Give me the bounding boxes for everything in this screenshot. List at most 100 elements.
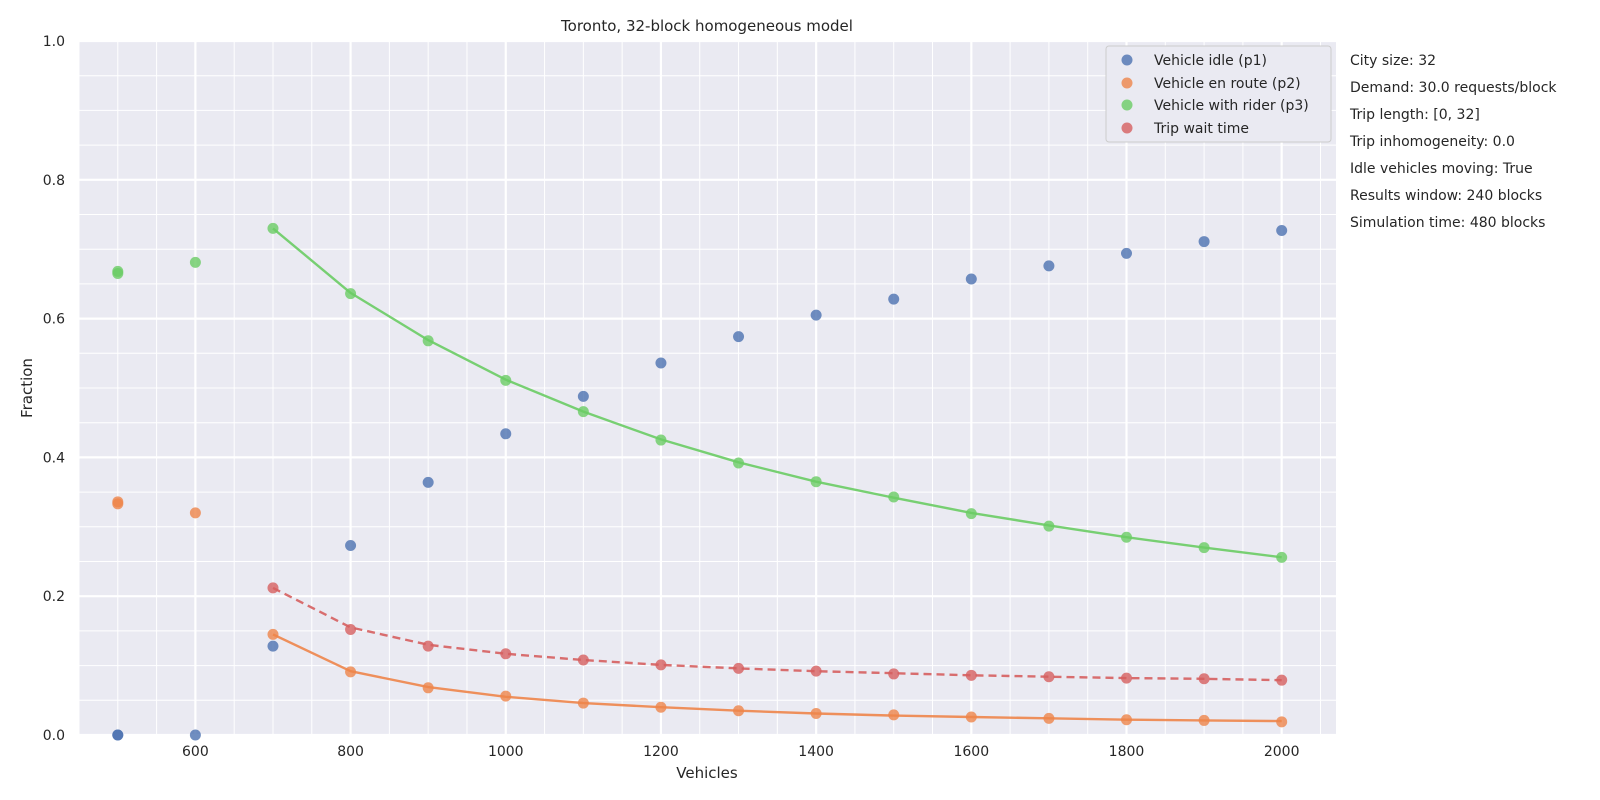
info-city-size: City size: 32 (1350, 53, 1436, 69)
y-tick-label: 0.8 (43, 173, 65, 189)
data-point (965, 669, 977, 681)
data-point (1043, 520, 1055, 532)
legend: Vehicle idle (p1) Vehicle en route (p2) … (1105, 45, 1332, 143)
data-point (500, 374, 512, 386)
data-point (733, 457, 745, 469)
legend-marker-wait-time (1121, 122, 1133, 134)
data-point (1043, 712, 1055, 724)
x-tick-label: 1000 (488, 744, 524, 760)
y-tick-label: 0.2 (43, 589, 65, 605)
x-tick-label: 600 (182, 744, 209, 760)
data-point (500, 690, 512, 702)
legend-item: Trip wait time (1121, 121, 1249, 137)
data-point (577, 654, 589, 666)
legend-label: Vehicle idle (p1) (1154, 53, 1267, 69)
data-point (965, 273, 977, 285)
legend-item: Vehicle idle (p1) (1121, 53, 1267, 69)
data-point (422, 476, 434, 488)
data-point (965, 711, 977, 723)
data-point (1121, 531, 1132, 543)
data-point (267, 582, 279, 594)
x-tick-label: 800 (337, 744, 364, 760)
data-point (345, 666, 357, 678)
data-point (112, 498, 124, 510)
info-trip-length: Trip length: [0, 32] (1349, 107, 1480, 123)
data-point (733, 662, 745, 674)
fit-line (272, 633, 1282, 723)
data-point (577, 406, 589, 418)
data-point (500, 428, 512, 440)
data-point (733, 331, 745, 343)
data-point (1121, 714, 1132, 726)
data-point (1198, 542, 1210, 554)
legend-marker-en-route (1121, 77, 1133, 89)
data-point (1276, 224, 1288, 236)
legend-box (1105, 45, 1332, 143)
x-tick-label: 1800 (1109, 744, 1145, 760)
data-point (733, 705, 745, 717)
legend-item: Vehicle with rider (p3) (1121, 98, 1309, 114)
data-point (655, 434, 667, 446)
data-point (1043, 671, 1055, 683)
data-point (422, 640, 434, 652)
x-tick-label: 2000 (1264, 744, 1300, 760)
data-point (500, 648, 512, 660)
fit-lines (272, 227, 1282, 723)
y-tick-label: 1.0 (43, 34, 65, 50)
data-point (888, 668, 900, 680)
data-point (1198, 236, 1210, 248)
data-point (577, 697, 589, 709)
data-point (112, 729, 124, 741)
data-point (810, 476, 822, 488)
data-point (267, 222, 279, 234)
data-point (810, 707, 822, 719)
data-point (1276, 716, 1288, 728)
legend-label: Vehicle with rider (p3) (1154, 98, 1309, 114)
data-point (422, 335, 434, 347)
data-point (1121, 247, 1132, 259)
data-point (267, 628, 279, 640)
data-points (112, 222, 1288, 741)
y-tick-label: 0.6 (43, 312, 65, 328)
data-point (112, 267, 124, 279)
data-point (345, 624, 357, 636)
data-point (1121, 672, 1132, 684)
data-point (345, 540, 357, 552)
legend-item: Vehicle en route (p2) (1121, 76, 1301, 92)
data-point (655, 659, 667, 671)
data-point (965, 508, 977, 520)
tick-labels: 600 800 1000 1200 1400 1600 1800 2000 0.0 0.2 0.4 0… (43, 34, 1300, 760)
y-tick-label: 0.4 (43, 450, 65, 466)
data-point (888, 709, 900, 721)
info-trip-inhomogeneity: Trip inhomogeneity: 0.0 (1349, 134, 1515, 150)
data-point (888, 491, 900, 503)
info-demand: Demand: 30.0 requests/block (1350, 80, 1557, 96)
data-point (1198, 673, 1210, 685)
data-point (267, 640, 279, 652)
grid (78, 39, 1336, 737)
data-point (810, 309, 822, 321)
legend-marker-with-rider (1121, 99, 1133, 111)
info-simulation-time: Simulation time: 480 blocks (1350, 215, 1545, 231)
legend-label: Vehicle en route (p2) (1154, 76, 1301, 92)
legend-marker-idle (1121, 54, 1133, 66)
data-point (888, 293, 900, 305)
data-point (189, 729, 201, 741)
info-results-window: Results window: 240 blocks (1350, 188, 1542, 204)
data-point (189, 256, 201, 268)
data-point (655, 701, 667, 713)
chart-title: Toronto, 32-block homogeneous model (560, 17, 853, 35)
legend-label: Trip wait time (1153, 121, 1249, 137)
data-point (1043, 260, 1055, 272)
data-point (1276, 551, 1288, 563)
data-point (1198, 714, 1210, 726)
info-idle-vehicles-moving: Idle vehicles moving: True (1350, 161, 1533, 177)
x-tick-label: 1600 (953, 744, 989, 760)
y-tick-label: 0.0 (43, 728, 65, 744)
data-point (655, 357, 667, 369)
fit-line (272, 227, 1282, 559)
x-tick-label: 1200 (643, 744, 679, 760)
x-tick-label: 1400 (798, 744, 834, 760)
y-axis-label: Fraction (18, 358, 36, 418)
